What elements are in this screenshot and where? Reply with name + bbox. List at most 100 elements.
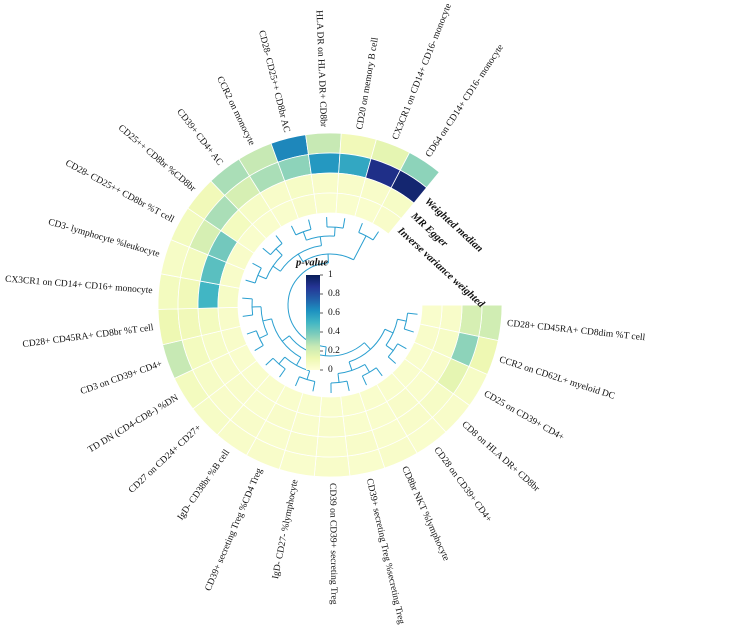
dendrogram-branch <box>296 357 302 366</box>
category-label: CD28+ CD45RA+ CD8br %T cell <box>22 323 154 350</box>
dendrogram-arc <box>270 243 283 255</box>
category-label: CD64 on CD14+ CD16- monocyte <box>424 43 506 159</box>
category-label: CD27 on CD24+ CD27+ <box>127 423 204 496</box>
dendrogram-arc <box>272 357 286 370</box>
category-label: CD39+ secreting Treg %CD4 Treg <box>204 467 265 593</box>
category-label: CD3 on CD39+ CD4+ <box>79 359 163 397</box>
dendrogram-branch <box>372 231 379 241</box>
dendrogram-branch <box>358 222 363 233</box>
dendrogram-branch <box>302 231 307 241</box>
category-label: CD39+ secreting Treg %secreting Treg <box>364 478 406 626</box>
legend-tick-label: 0.4 <box>328 327 340 337</box>
dendrogram-branch <box>407 312 418 315</box>
dendrogram-branch <box>275 235 283 244</box>
heatmap-cell <box>217 306 241 332</box>
dendrogram-branch <box>364 364 370 373</box>
heatmap-cell <box>317 415 346 438</box>
dendrogram-branch <box>272 265 281 272</box>
dendrogram-branch <box>265 357 274 366</box>
dendrogram-branch <box>348 361 353 371</box>
dendrogram-branch <box>312 381 316 392</box>
dendrogram-branch <box>334 227 336 237</box>
heatmap-cell <box>305 132 342 155</box>
dendrogram-branch <box>262 318 272 322</box>
dendrogram-arc <box>330 380 348 384</box>
category-label: IgD- CD38br %B cell <box>176 448 232 523</box>
category-label: TD DN (CD4-CD8-) %DN <box>86 392 181 455</box>
legend-tick-label: 0.8 <box>328 289 340 299</box>
category-label: CX3CR1 on CD14+ CD16+ monocyte <box>5 275 153 297</box>
dendrogram-branch <box>246 330 257 335</box>
dendrogram-branch <box>262 247 271 256</box>
category-label: CD25 on CD39+ CD4+ <box>482 389 566 443</box>
dendrogram-branch <box>397 318 407 322</box>
dendrogram-branch <box>306 370 311 380</box>
dendrogram-branch <box>242 314 253 317</box>
category-label: CD8br NKT %lymphocyte <box>399 465 451 563</box>
dendrogram-branch <box>375 367 383 377</box>
category-label: IgD- CD27- %lymphocyte <box>271 479 300 580</box>
heatmap-cell <box>310 172 340 195</box>
legend-tick-label: 1 <box>328 270 333 280</box>
category-label: CCR2 on monocyte <box>214 75 256 147</box>
dendrogram-branch <box>278 356 286 365</box>
dendrogram-arc <box>295 228 312 236</box>
dendrogram-branch <box>254 344 264 352</box>
category-label: CD25++ CD8br %CD8br <box>116 123 198 194</box>
category-label: CD39+ CD4+ AC <box>174 107 224 167</box>
dendrogram-branch <box>385 344 394 351</box>
legend-title: p-value <box>295 257 328 268</box>
dendrogram-branch <box>387 356 397 364</box>
dendrogram-branch <box>337 373 340 383</box>
dendrogram-branch <box>245 279 256 284</box>
heatmap-cell <box>313 192 338 215</box>
heatmap-cell <box>157 273 181 310</box>
dendrogram-branch <box>308 219 312 230</box>
dendrogram-arc <box>358 232 374 241</box>
dendrogram-branch <box>275 248 283 256</box>
heatmap-cell <box>177 276 201 310</box>
dendrogram-branch <box>281 335 290 342</box>
legend-tick-label: 0.2 <box>328 346 340 356</box>
heatmap-cell <box>197 280 221 309</box>
heatmap-cell <box>372 205 402 235</box>
legend-tick-label: 0 <box>328 365 333 375</box>
category-label: CX3CR1 on CD14+ CD16- monocyte <box>391 2 454 141</box>
category-label: CCR2 on CD62L+ myeloid DC <box>498 355 616 402</box>
dendrogram-arc <box>387 343 399 358</box>
dendrogram-branch <box>297 253 304 262</box>
dendrogram-branch <box>363 342 371 350</box>
dendrogram-arc <box>271 318 302 358</box>
dendrogram-arc <box>251 298 254 316</box>
dendrogram-branch <box>353 235 367 261</box>
dendrogram <box>242 217 418 393</box>
dendrogram-branch <box>252 262 262 269</box>
category-label: CD28- CD25++ CD8br AC <box>256 29 291 133</box>
category-label: CD28+ CD45RA+ CD8dim %T cell <box>506 319 645 343</box>
dendrogram-arc <box>326 226 344 229</box>
category-label: CD20 on memory B cell <box>355 36 381 130</box>
dendrogram-branch <box>346 381 350 391</box>
dendrogram-branch <box>319 236 322 246</box>
dendrogram-branch <box>242 297 253 300</box>
category-label: CD8 on HLA DR+ CD8br <box>459 420 541 495</box>
heatmap-cell <box>319 395 344 418</box>
heatmap-cell <box>315 435 349 458</box>
dendrogram-arc <box>362 367 377 377</box>
dendrogram-branch <box>384 328 394 334</box>
dendrogram-branch <box>257 274 267 280</box>
category-label: CD39 on CD39+ secreting Treg <box>327 483 338 605</box>
category-label: CD28 on CD39+ CD4+ <box>431 445 493 524</box>
color-bar <box>306 275 320 370</box>
heatmap-cell <box>217 284 240 309</box>
dendrogram-arc <box>288 335 365 357</box>
dendrogram-branch <box>295 376 300 387</box>
category-label: CD3- lymphocyte %leukocyte <box>47 217 161 259</box>
dendrogram-branch <box>324 346 327 356</box>
dendrogram-branch <box>404 328 414 333</box>
legend-tick-label: 0.6 <box>328 308 340 318</box>
dendrogram-branch <box>290 225 297 236</box>
dendrogram-branch <box>279 368 286 378</box>
dendrogram-branch <box>361 375 367 386</box>
heatmap-cell <box>439 304 463 333</box>
